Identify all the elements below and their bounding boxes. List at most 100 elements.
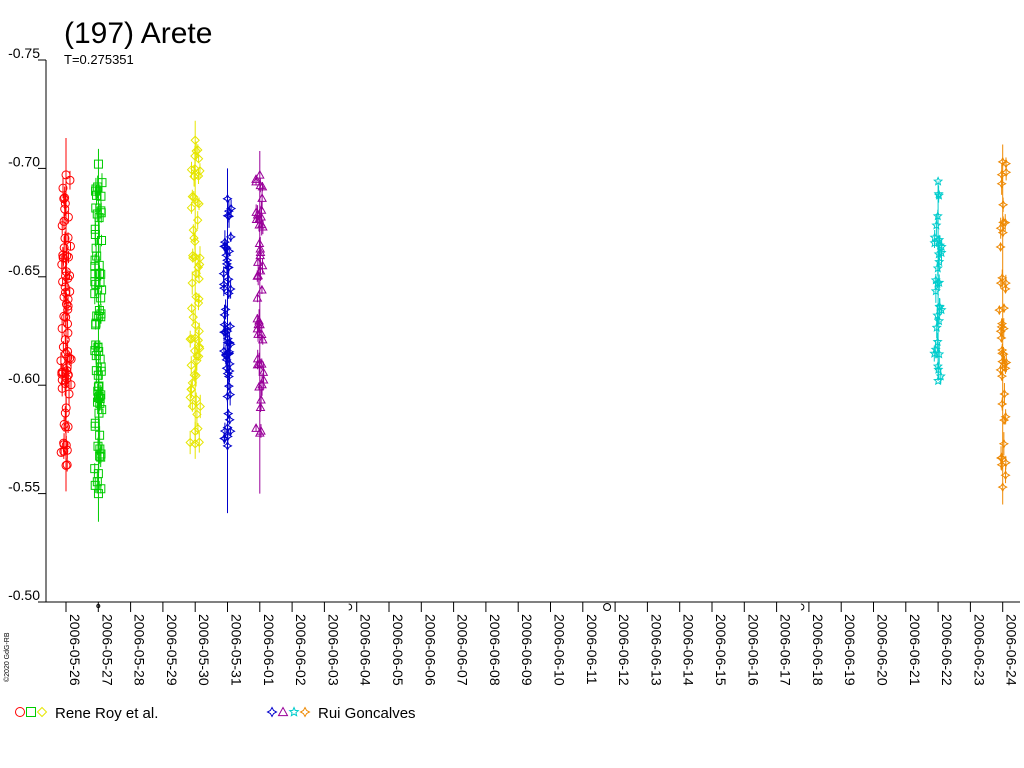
data-point — [91, 243, 101, 253]
data-point — [1000, 217, 1011, 228]
data-point — [192, 215, 203, 225]
data-point — [1000, 411, 1011, 422]
data-point — [63, 212, 73, 222]
data-point — [225, 339, 236, 350]
data-point — [90, 269, 100, 279]
data-point — [934, 240, 946, 250]
data-point — [996, 321, 1007, 332]
data-point — [61, 403, 71, 413]
data-point — [1000, 283, 1011, 294]
data-point — [97, 178, 107, 188]
x-tick-label: 2006-06-15 — [713, 614, 729, 686]
data-point — [257, 193, 267, 202]
data-point — [65, 241, 75, 251]
data-point — [932, 210, 943, 221]
data-point — [222, 422, 233, 433]
data-point — [222, 391, 233, 402]
data-point — [193, 351, 204, 362]
data-point — [995, 326, 1006, 337]
data-point — [933, 188, 944, 199]
data-point — [58, 253, 68, 263]
data-point — [188, 312, 198, 322]
axis-marker — [800, 603, 805, 611]
data-point — [186, 303, 197, 314]
data-point — [254, 381, 264, 391]
data-point — [192, 355, 202, 366]
data-point — [996, 178, 1007, 189]
legend-marker — [36, 706, 48, 718]
data-point — [933, 375, 944, 386]
data-point — [219, 309, 230, 320]
data-point — [92, 190, 102, 200]
x-tick-label: 2006-06-10 — [552, 614, 568, 686]
data-point — [90, 418, 100, 428]
data-point — [1001, 167, 1012, 178]
data-point — [934, 256, 945, 267]
data-point — [930, 274, 941, 285]
data-point — [255, 180, 266, 190]
x-tick-label: 2006-06-23 — [971, 614, 987, 686]
data-point — [185, 437, 195, 448]
data-point — [189, 192, 199, 202]
data-point — [96, 366, 106, 376]
data-point — [222, 440, 233, 451]
x-tick-label: 2006-06-18 — [810, 614, 826, 686]
data-point — [93, 489, 103, 499]
data-point — [186, 360, 196, 370]
x-tick-label: 2006-06-17 — [778, 614, 794, 686]
data-point — [222, 193, 233, 204]
x-tick-label: 2006-05-27 — [99, 614, 115, 686]
data-point — [225, 231, 236, 242]
data-point — [194, 326, 204, 336]
data-point — [188, 250, 198, 261]
x-tick-label: 2006-05-30 — [196, 614, 212, 686]
y-tick-label: -0.55 — [8, 479, 40, 495]
data-point — [63, 233, 73, 243]
data-point — [61, 422, 71, 432]
data-point — [94, 213, 104, 223]
data-point — [186, 203, 197, 213]
data-point — [193, 154, 204, 164]
data-point — [255, 402, 266, 412]
data-point — [91, 351, 101, 361]
data-point — [63, 422, 73, 432]
data-point — [252, 292, 263, 302]
series-2006-05-31 — [218, 168, 237, 514]
data-point — [90, 289, 100, 299]
data-point — [91, 366, 101, 376]
data-point — [997, 482, 1008, 493]
data-point — [60, 408, 70, 418]
data-point — [91, 279, 101, 289]
data-point — [219, 433, 230, 444]
data-point — [94, 408, 104, 418]
x-tick-label: 2006-06-21 — [907, 614, 923, 686]
data-point — [251, 423, 261, 432]
data-point — [1000, 363, 1011, 374]
data-point — [187, 191, 198, 202]
x-tick-label: 2006-05-29 — [164, 614, 180, 686]
data-point — [56, 447, 66, 457]
data-point — [221, 250, 232, 261]
data-point — [933, 176, 944, 186]
data-point — [933, 364, 944, 374]
data-point — [95, 393, 105, 403]
data-point — [63, 370, 73, 380]
data-point — [255, 319, 265, 329]
data-point — [257, 334, 268, 344]
data-point — [931, 220, 942, 230]
data-point — [934, 277, 945, 287]
data-point — [91, 340, 101, 350]
series-2006-05-27 — [90, 148, 107, 522]
data-point — [223, 381, 234, 392]
axes — [45, 60, 1020, 603]
axis-marker — [96, 604, 101, 608]
data-point — [186, 384, 197, 395]
data-point — [995, 223, 1006, 234]
data-point — [190, 426, 200, 436]
x-tick-label: 2006-06-14 — [681, 614, 697, 686]
data-point — [255, 265, 266, 275]
data-point — [256, 358, 267, 368]
data-point — [194, 259, 205, 270]
data-point — [188, 225, 199, 235]
